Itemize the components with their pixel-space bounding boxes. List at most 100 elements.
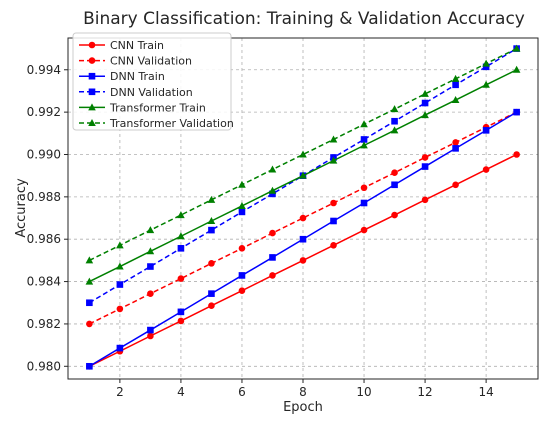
- data-point: [329, 135, 338, 143]
- data-point: [116, 305, 124, 313]
- data-point: [512, 65, 521, 73]
- data-point: [269, 254, 276, 261]
- data-point: [329, 156, 338, 164]
- data-point: [421, 154, 429, 161]
- data-point: [208, 290, 215, 297]
- data-point: [421, 196, 429, 204]
- data-point: [116, 262, 124, 270]
- series-dnn-train: [86, 108, 520, 370]
- data-point: [208, 260, 215, 267]
- x-tick-label: 10: [356, 385, 371, 399]
- data-point: [238, 272, 246, 279]
- x-tick-label: 12: [417, 385, 432, 399]
- data-point: [269, 190, 276, 198]
- data-point: [512, 44, 521, 52]
- data-point: [391, 181, 398, 189]
- x-tick-label: 8: [299, 385, 307, 399]
- legend-marker: [88, 103, 96, 111]
- legend-entry: Transformer Validation: [79, 117, 234, 130]
- data-point: [513, 151, 520, 158]
- data-point: [116, 241, 124, 249]
- legend-label: Transformer Validation: [109, 117, 234, 130]
- data-point: [177, 211, 185, 219]
- y-tick-label: 0.994: [27, 63, 61, 77]
- data-point: [147, 326, 154, 334]
- data-point: [268, 186, 277, 194]
- y-tick-label: 0.980: [27, 359, 61, 373]
- x-tick-label: 2: [116, 385, 124, 399]
- data-point: [421, 163, 429, 170]
- legend-marker: [88, 88, 96, 96]
- data-point: [390, 126, 399, 134]
- data-point: [360, 226, 368, 234]
- data-point: [147, 263, 154, 270]
- legend-label: CNN Validation: [110, 55, 192, 68]
- data-point: [208, 226, 215, 234]
- x-tick-label: 6: [238, 385, 246, 399]
- data-point: [299, 171, 307, 179]
- data-point: [177, 275, 185, 282]
- data-point: [451, 96, 460, 104]
- data-point: [452, 145, 459, 152]
- data-point: [238, 201, 246, 209]
- data-point: [421, 89, 429, 97]
- legend-marker: [88, 72, 96, 80]
- data-point: [146, 247, 155, 255]
- data-point: [238, 208, 246, 216]
- data-point: [513, 108, 520, 116]
- data-point: [208, 302, 215, 310]
- data-point: [207, 195, 216, 203]
- data-point: [360, 184, 368, 192]
- x-tick-label: 4: [177, 385, 185, 399]
- legend-entry: DNN Train: [79, 70, 165, 83]
- legend-label: Transformer Train: [109, 101, 206, 114]
- data-point: [482, 166, 490, 173]
- legend-entry: CNN Train: [79, 39, 164, 52]
- data-point: [268, 165, 277, 173]
- data-point: [452, 139, 459, 146]
- legend-label: CNN Train: [110, 39, 164, 52]
- legend-marker: [88, 41, 96, 49]
- legend-entry: Transformer Train: [79, 101, 206, 114]
- legend-label: DNN Train: [110, 70, 165, 83]
- data-point: [330, 199, 337, 207]
- data-point: [391, 117, 398, 125]
- y-tick-label: 0.986: [27, 232, 61, 246]
- data-point: [299, 214, 307, 222]
- data-point: [86, 320, 93, 328]
- data-point: [482, 127, 490, 134]
- series-transformer-validation: [85, 44, 521, 264]
- y-tick-label: 0.988: [27, 190, 61, 204]
- data-point: [238, 245, 246, 252]
- data-point: [360, 120, 368, 128]
- data-point: [86, 299, 93, 307]
- series-cnn-train: [86, 151, 520, 370]
- legend-entry: CNN Validation: [79, 55, 192, 68]
- data-point: [482, 59, 490, 67]
- data-point: [177, 308, 185, 316]
- data-point: [391, 211, 398, 219]
- data-point: [299, 150, 307, 158]
- data-point: [391, 169, 398, 177]
- data-point: [390, 105, 399, 113]
- data-point: [238, 287, 246, 294]
- legend-label: DNN Validation: [110, 86, 193, 99]
- data-point: [147, 290, 154, 297]
- legend-entry: DNN Validation: [79, 86, 193, 99]
- data-point: [85, 256, 94, 264]
- data-point: [299, 257, 307, 264]
- data-point: [330, 217, 337, 225]
- data-point: [177, 232, 185, 240]
- legend: CNN Train CNN Validation DNN Train DNN Vali…: [72, 32, 234, 131]
- data-point: [207, 216, 216, 224]
- data-point: [360, 136, 368, 143]
- data-point: [177, 317, 185, 325]
- data-point: [86, 362, 93, 370]
- data-point: [482, 80, 490, 88]
- data-point: [360, 141, 368, 149]
- data-point: [238, 180, 246, 188]
- y-tick-label: 0.992: [27, 105, 61, 119]
- data-point: [299, 235, 307, 243]
- series-layer: [85, 44, 521, 370]
